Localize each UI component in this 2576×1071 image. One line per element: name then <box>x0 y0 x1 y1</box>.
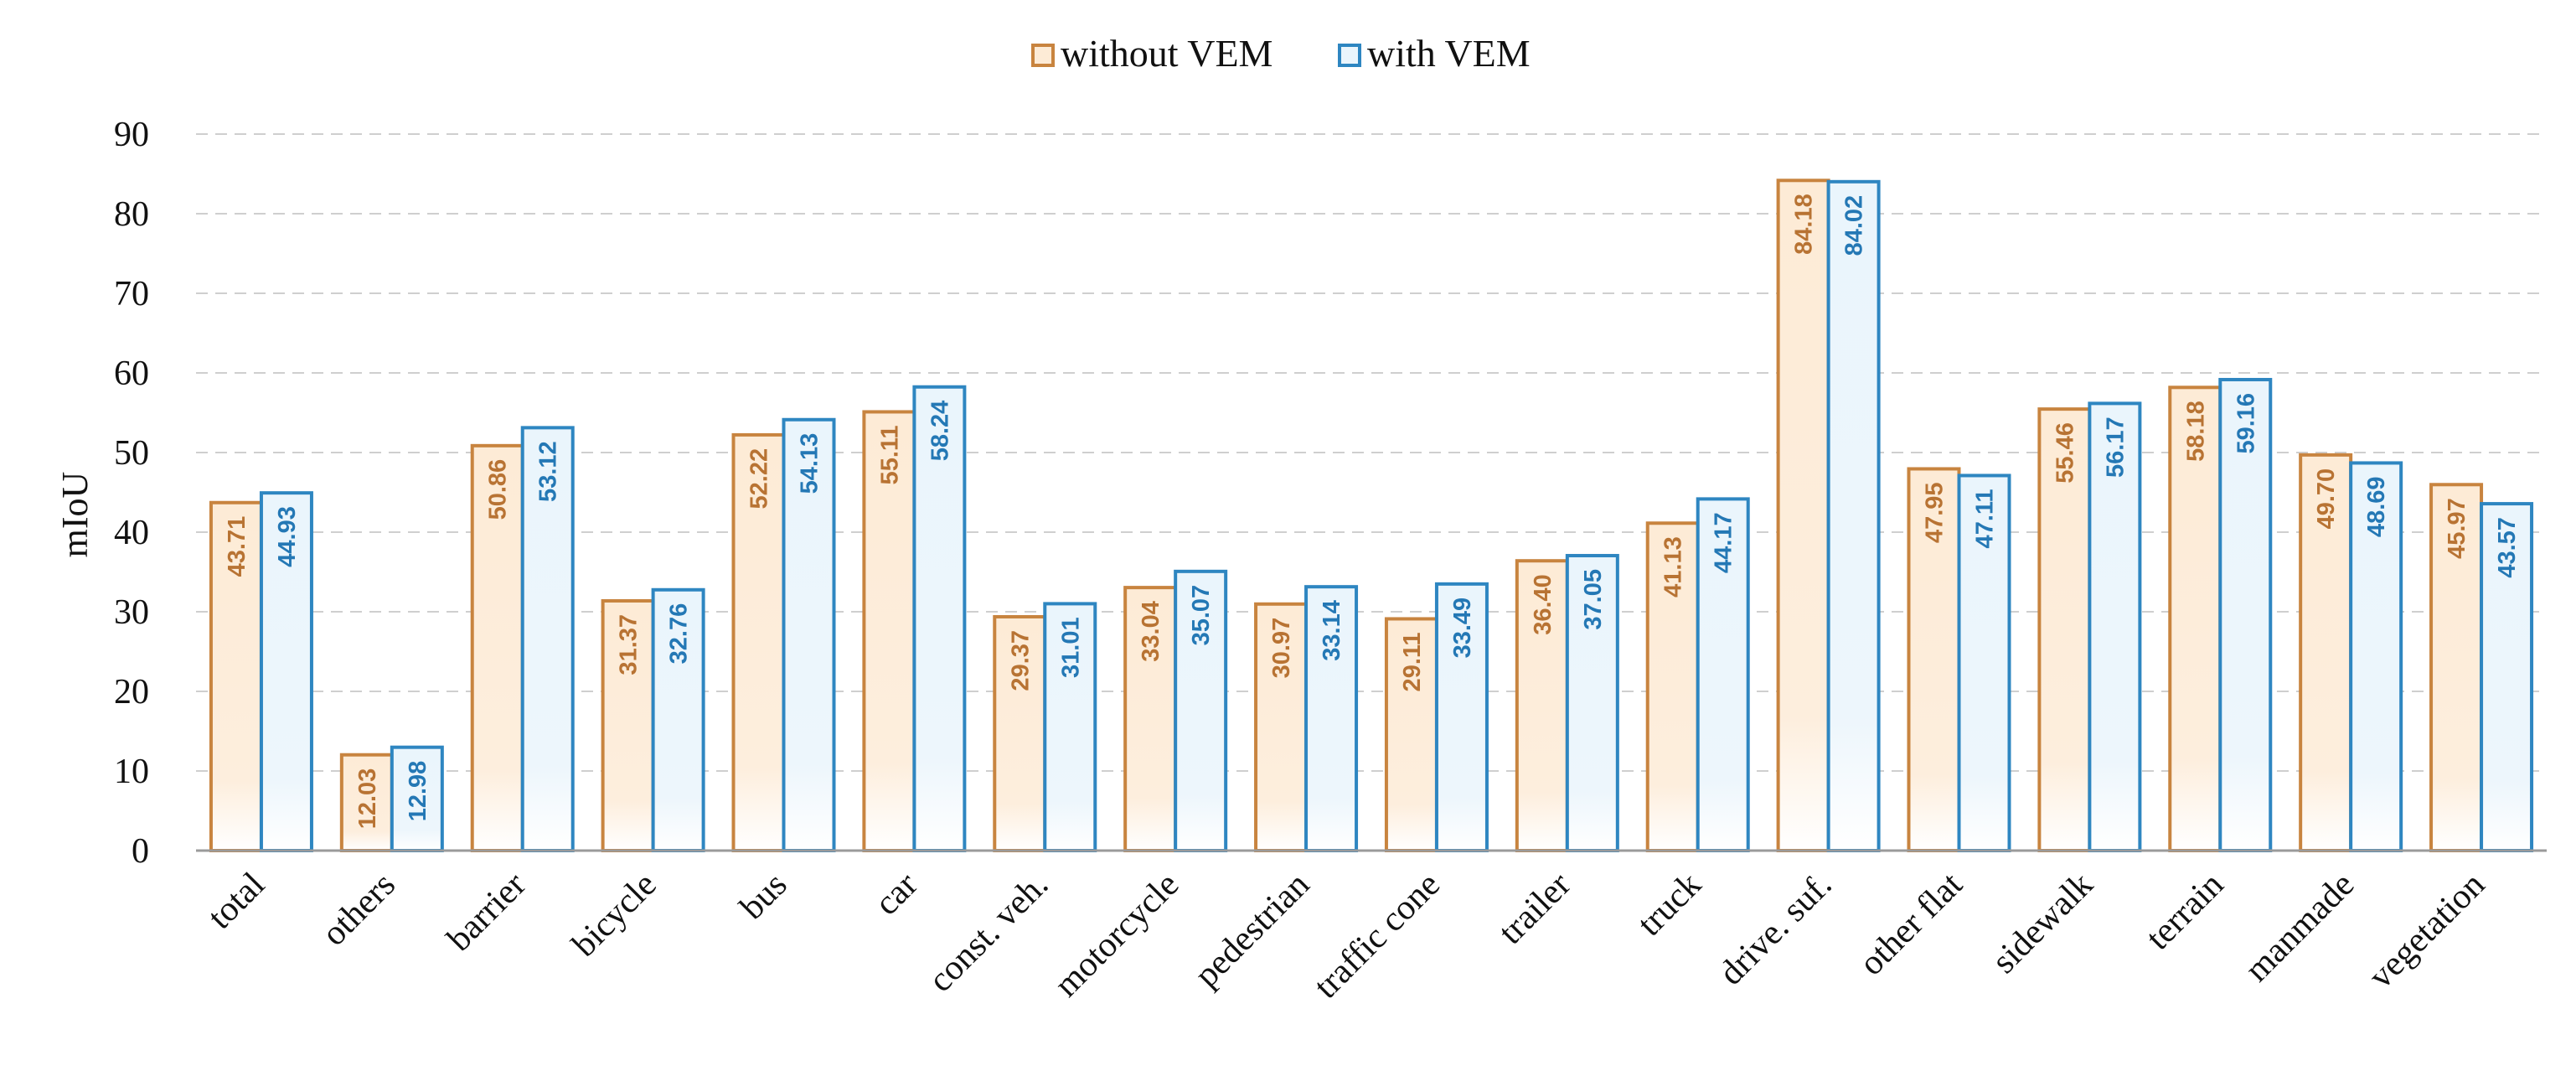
data-label-with-vem: 33.49 <box>1449 598 1476 659</box>
x-tick-label: trailer <box>1491 866 1577 952</box>
x-tick-label: car <box>868 866 926 924</box>
data-label-with-vem: 53.12 <box>535 441 562 502</box>
bar-without-vem <box>601 598 655 852</box>
data-label-without-vem: 43.71 <box>224 516 250 577</box>
data-label-without-vem: 50.86 <box>485 459 512 520</box>
bars: 43.71 44.93 12.03 12.98 50.86 53.12 31.37 32.76… <box>209 178 2534 853</box>
data-label-without-vem: 45.97 <box>2444 498 2470 559</box>
bar-without-vem <box>470 443 524 853</box>
data-label-without-vem: 31.37 <box>616 614 643 675</box>
y-tick-label: 90 <box>114 116 149 154</box>
bar-with-vem <box>2349 461 2403 852</box>
grid-lines <box>196 133 2547 772</box>
data-label-with-vem: 43.57 <box>2494 517 2521 578</box>
x-tick-label: truck <box>1630 866 1709 944</box>
bar-with-vem <box>1826 179 1881 852</box>
data-label-without-vem: 36.40 <box>1530 574 1556 635</box>
x-tick-label: bus <box>733 866 795 928</box>
y-tick-label: 20 <box>114 673 149 711</box>
y-tick-label: 80 <box>114 195 149 234</box>
bar-with-vem <box>1043 602 1097 853</box>
y-axis-title: mIoU <box>54 472 96 558</box>
bar-without-vem <box>2429 483 2484 852</box>
y-tick-label: 0 <box>132 832 149 871</box>
data-label-without-vem: 30.97 <box>1268 618 1295 679</box>
bar-without-vem <box>1776 178 1830 853</box>
data-label-with-vem: 44.17 <box>1711 512 1737 573</box>
data-label-with-vem: 59.16 <box>2233 393 2259 454</box>
data-label-without-vem: 29.11 <box>1399 632 1426 691</box>
data-label-without-vem: 84.18 <box>1791 194 1818 255</box>
data-label-with-vem: 58.24 <box>927 401 953 462</box>
data-label-with-vem: 47.11 <box>1972 489 1999 548</box>
x-tick-label: manmade <box>2238 866 2362 990</box>
bar-with-vem <box>259 491 313 852</box>
bar-with-vem <box>2218 377 2273 853</box>
data-label-with-vem: 31.01 <box>1057 617 1084 678</box>
data-label-with-vem: 56.17 <box>2102 416 2129 478</box>
x-tick-label: motorcycle <box>1047 866 1186 1005</box>
bar-without-vem <box>1254 602 1309 852</box>
bar-with-vem <box>1696 497 1750 852</box>
data-label-without-vem: 52.22 <box>746 448 773 510</box>
legend-label-without-vem: without VEM <box>1061 32 1273 75</box>
bar-with-vem <box>2088 401 2142 852</box>
data-label-with-vem: 32.76 <box>666 603 693 665</box>
legend-swatch-without-vem <box>1031 44 1055 67</box>
bar-with-vem <box>651 587 705 853</box>
data-label-without-vem: 33.04 <box>1138 601 1164 662</box>
legend-label-with-vem: with VEM <box>1367 32 1531 75</box>
data-label-with-vem: 12.98 <box>405 761 431 822</box>
x-tick-label: sidewalk <box>1985 866 2100 981</box>
x-tick-label: terrain <box>2139 866 2231 958</box>
legend-swatch-with-vem <box>1338 44 1361 67</box>
x-tick-label: barrier <box>440 866 534 960</box>
data-label-with-vem: 48.69 <box>2363 476 2390 537</box>
bar-without-vem <box>2299 453 2353 852</box>
x-tick-label: other flat <box>1852 865 1970 983</box>
y-tick-label: 30 <box>114 593 149 632</box>
x-tick-label: total <box>201 866 272 937</box>
bar-with-vem <box>520 426 575 852</box>
y-tick-label: 60 <box>114 354 149 393</box>
bar-with-vem <box>782 417 836 852</box>
x-tick-label: drive. suf. <box>1712 866 1840 993</box>
bar-with-vem <box>1434 582 1489 852</box>
y-tick-label: 10 <box>114 753 149 791</box>
legend: without VEM with VEM <box>1031 32 1531 75</box>
x-tick-label: others <box>315 866 403 954</box>
x-tick-label: bicycle <box>565 866 663 965</box>
data-label-without-vem: 55.11 <box>876 425 903 484</box>
data-label-without-vem: 29.37 <box>1007 630 1034 691</box>
data-label-without-vem: 41.13 <box>1660 536 1687 598</box>
x-tick-label: pedestrian <box>1188 866 1318 996</box>
data-label-without-vem: 12.03 <box>354 768 381 830</box>
data-label-with-vem: 44.93 <box>274 506 301 567</box>
bar-with-vem <box>1174 569 1228 853</box>
y-tick-label: 50 <box>114 434 149 473</box>
bar-with-vem <box>912 385 967 853</box>
bar-with-vem <box>1304 585 1359 852</box>
x-tick-label: vegetation <box>2362 866 2492 996</box>
x-tick-label: const. veh. <box>921 866 1056 1000</box>
data-label-without-vem: 55.46 <box>2052 422 2078 484</box>
y-tick-label: 40 <box>114 514 149 552</box>
data-label-without-vem: 49.70 <box>2313 468 2340 530</box>
x-tick-label: traffic cone <box>1307 866 1448 1006</box>
data-label-with-vem: 37.05 <box>1580 569 1607 630</box>
bar-with-vem <box>1565 554 1619 853</box>
data-label-with-vem: 54.13 <box>797 433 823 494</box>
data-label-without-vem: 58.18 <box>2182 401 2209 462</box>
data-label-with-vem: 84.02 <box>1841 195 1868 256</box>
bar-without-vem <box>1645 521 1700 852</box>
data-label-with-vem: 33.14 <box>1319 600 1345 661</box>
bar-without-vem <box>993 614 1047 852</box>
y-axis-ticks: 0 10 20 30 40 50 60 70 80 90 <box>114 116 149 871</box>
y-tick-label: 70 <box>114 275 149 313</box>
data-label-with-vem: 35.07 <box>1188 585 1215 646</box>
data-label-without-vem: 47.95 <box>1922 482 1949 543</box>
bar-without-vem <box>2037 407 2092 852</box>
